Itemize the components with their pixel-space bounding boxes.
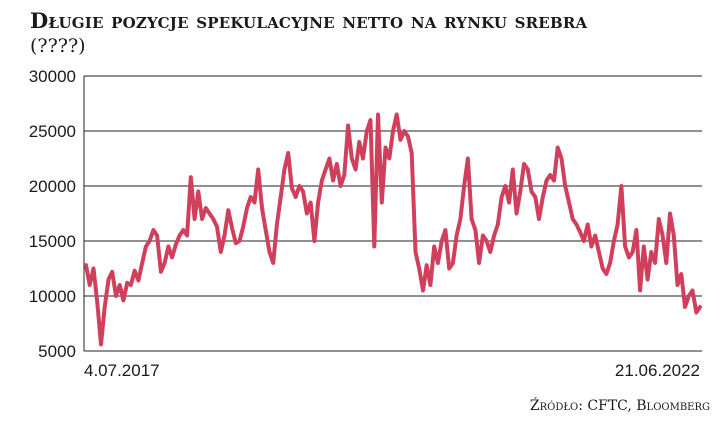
chart-subtitle: (????) — [30, 35, 86, 57]
gridlines — [83, 75, 702, 352]
series-line — [84, 112, 702, 347]
x-tick-label-start: 4.07.2017 — [84, 361, 160, 380]
y-tick-label: 30000 — [29, 67, 76, 86]
x-tick-label-end: 21.06.2022 — [615, 361, 700, 380]
series-layer — [84, 112, 702, 347]
y-tick-label: 10000 — [29, 287, 76, 306]
y-tick-label: 25000 — [29, 122, 76, 141]
y-tick-label: 20000 — [29, 177, 76, 196]
source-note: Źródło: CFTC, Bloomberg — [529, 398, 710, 414]
y-tick-label: 15000 — [29, 232, 76, 251]
y-axis-ticks: 30000 25000 20000 15000 10000 5000 — [29, 67, 76, 361]
chart-title: Długie pozycje spekulacyjne netto na ryn… — [30, 8, 588, 33]
y-tick-label: 5000 — [38, 342, 76, 361]
